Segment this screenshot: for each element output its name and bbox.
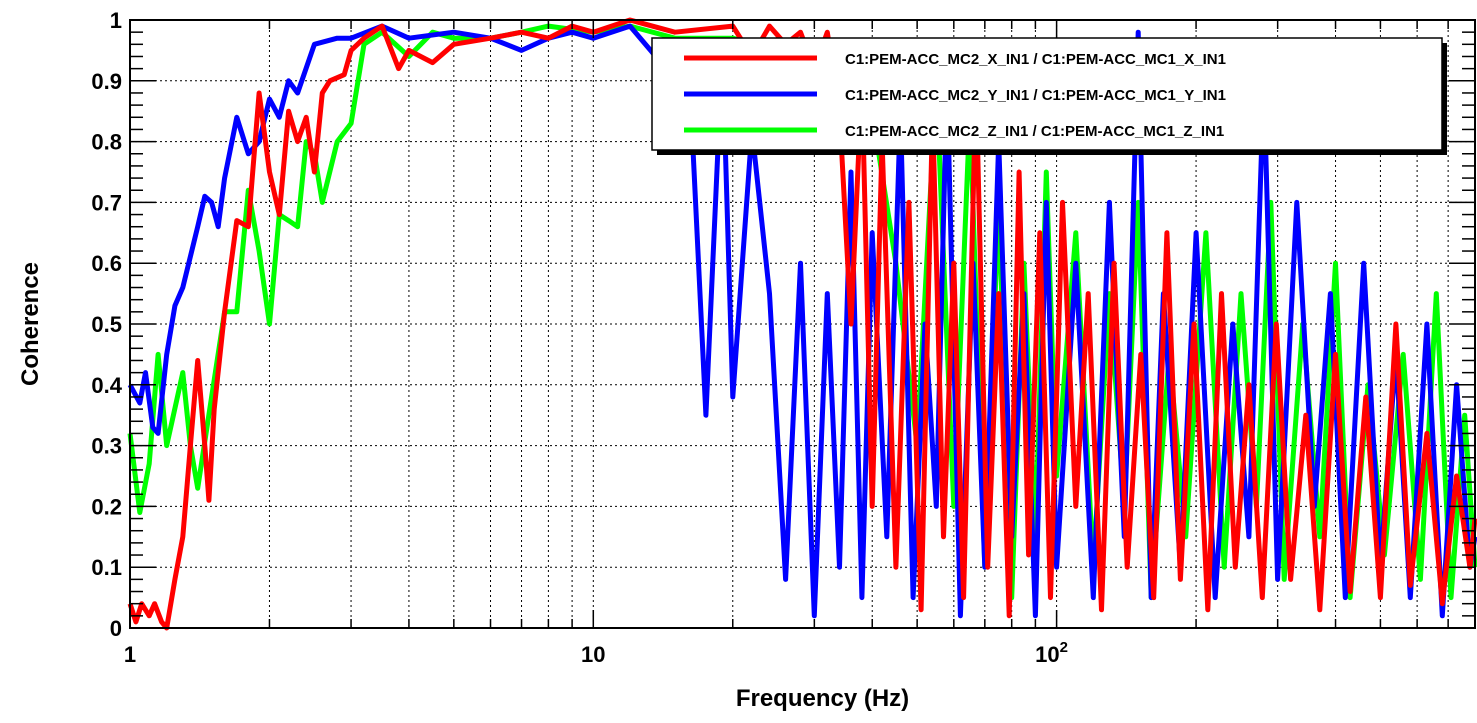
y-tick-label-1: 0.1: [91, 555, 122, 580]
x-tick-exponent-2: 2: [1060, 639, 1068, 656]
y-tick-label-2: 0.2: [91, 494, 122, 519]
series-lines: [127, 17, 1477, 631]
y-tick-label-6: 0.6: [91, 251, 122, 276]
y-tick-label-3: 0.3: [91, 434, 122, 459]
y-tick-label-10: 1: [110, 8, 122, 33]
y-tick-label-9: 0.9: [91, 69, 122, 94]
legend-label-0: C1:PEM-ACC_MC2_X_IN1 / C1:PEM-ACC_MC1_X_…: [845, 51, 1226, 68]
tick-labels: 1 10 102 0 0.1 0.2 0.3 0.4 0.5 0.6 0.7 0.8 0.9 1: [91, 8, 1068, 667]
y-tick-label-4: 0.4: [91, 373, 122, 398]
legend-items: C1:PEM-ACC_MC2_X_IN1 / C1:PEM-ACC_MC1_X_…: [684, 51, 1226, 140]
axis-ticks: [129, 19, 1476, 629]
x-tick-label-1: 10: [581, 642, 605, 667]
legend-label-2: C1:PEM-ACC_MC2_Z_IN1 / C1:PEM-ACC_MC1_Z_…: [845, 123, 1224, 140]
legend: C1:PEM-ACC_MC2_X_IN1 / C1:PEM-ACC_MC1_X_…: [651, 37, 1447, 155]
y-tick-label-7: 0.7: [91, 190, 122, 215]
y-axis-title: Coherence: [17, 262, 44, 386]
legend-label-1: C1:PEM-ACC_MC2_Y_IN1 / C1:PEM-ACC_MC1_Y_…: [845, 87, 1226, 104]
y-tick-label-8: 0.8: [91, 130, 122, 155]
x-tick-label-0: 1: [124, 642, 136, 667]
y-tick-label-0: 0: [110, 616, 122, 641]
x-tick-label-2: 102: [1035, 639, 1068, 667]
series-line-2: [127, 17, 1477, 631]
x-axis-title: Frequency (Hz): [736, 685, 909, 712]
y-tick-label-5: 0.5: [91, 312, 122, 337]
